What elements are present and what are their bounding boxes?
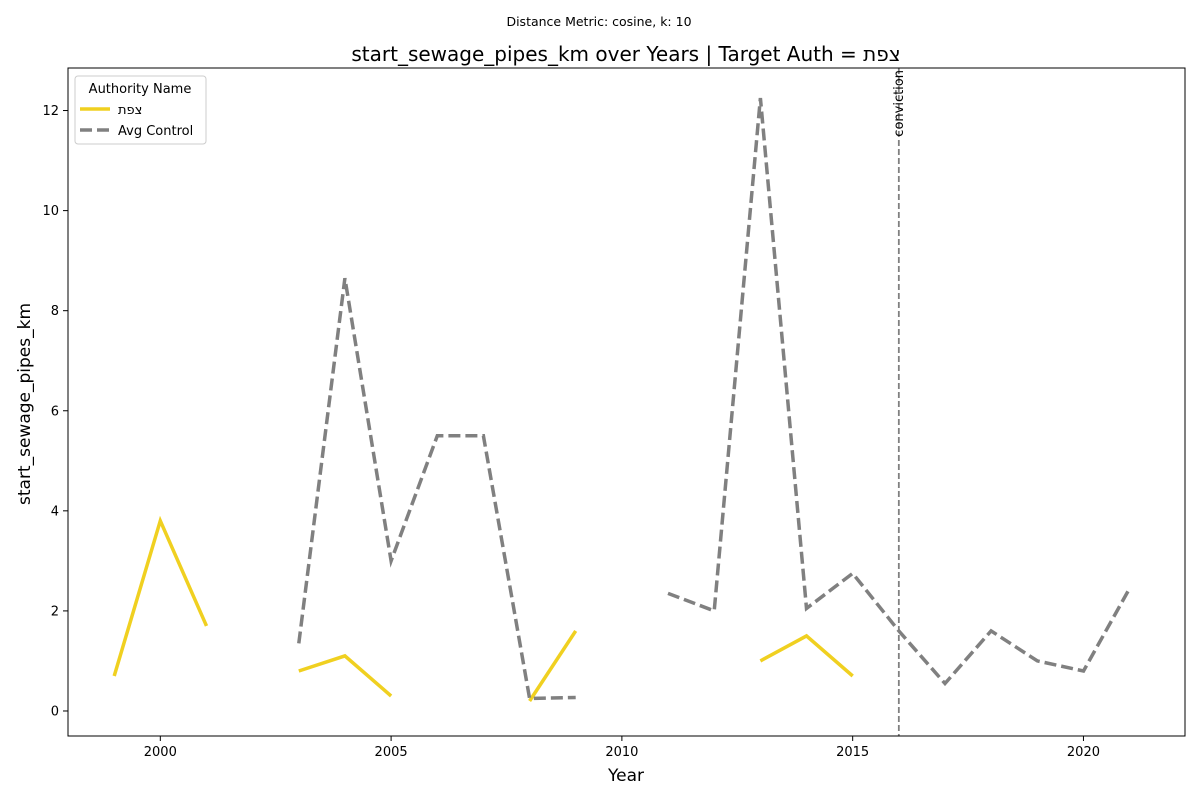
series-line-target [759, 633, 854, 678]
y-tick-label: 2 [51, 604, 59, 619]
series-line-target [298, 653, 393, 698]
x-tick-label: 2000 [144, 745, 177, 760]
plot-frame [67, 67, 1186, 737]
x-axis-ticks: 2000 2005 2010 2015 2020 [144, 736, 1100, 760]
y-tick-label: 4 [51, 504, 59, 519]
x-tick-label: 2015 [836, 745, 869, 760]
x-tick-label: 2005 [375, 745, 408, 760]
series-line-target [528, 629, 578, 702]
legend: Authority Name צפת Avg Control [74, 75, 207, 145]
y-tick-label: 8 [51, 304, 59, 319]
plot-layer: conviction [112, 68, 1132, 736]
y-tick-label: 0 [51, 704, 59, 719]
conviction-label: conviction [892, 70, 907, 137]
legend-title: Authority Name [89, 82, 192, 97]
y-tick-label: 12 [42, 104, 59, 119]
y-axis-label: start_sewage_pipes_km [15, 303, 35, 505]
x-tick-label: 2020 [1067, 745, 1100, 760]
series-line-target [112, 515, 209, 677]
suptitle: Distance Metric: cosine, k: 10 [506, 14, 691, 29]
chart-title: start_sewage_pipes_km over Years | Targe… [351, 42, 900, 66]
y-axis-ticks: 0 2 4 6 8 10 12 [42, 104, 68, 719]
y-tick-label: 10 [42, 204, 59, 219]
legend-label-target: צפת [118, 103, 142, 118]
y-tick-label: 6 [51, 404, 59, 419]
x-axis-label: Year [607, 766, 644, 786]
x-tick-label: 2010 [605, 745, 638, 760]
series-line-control [297, 277, 576, 701]
legend-box [74, 75, 207, 145]
legend-label-control: Avg Control [118, 124, 193, 139]
